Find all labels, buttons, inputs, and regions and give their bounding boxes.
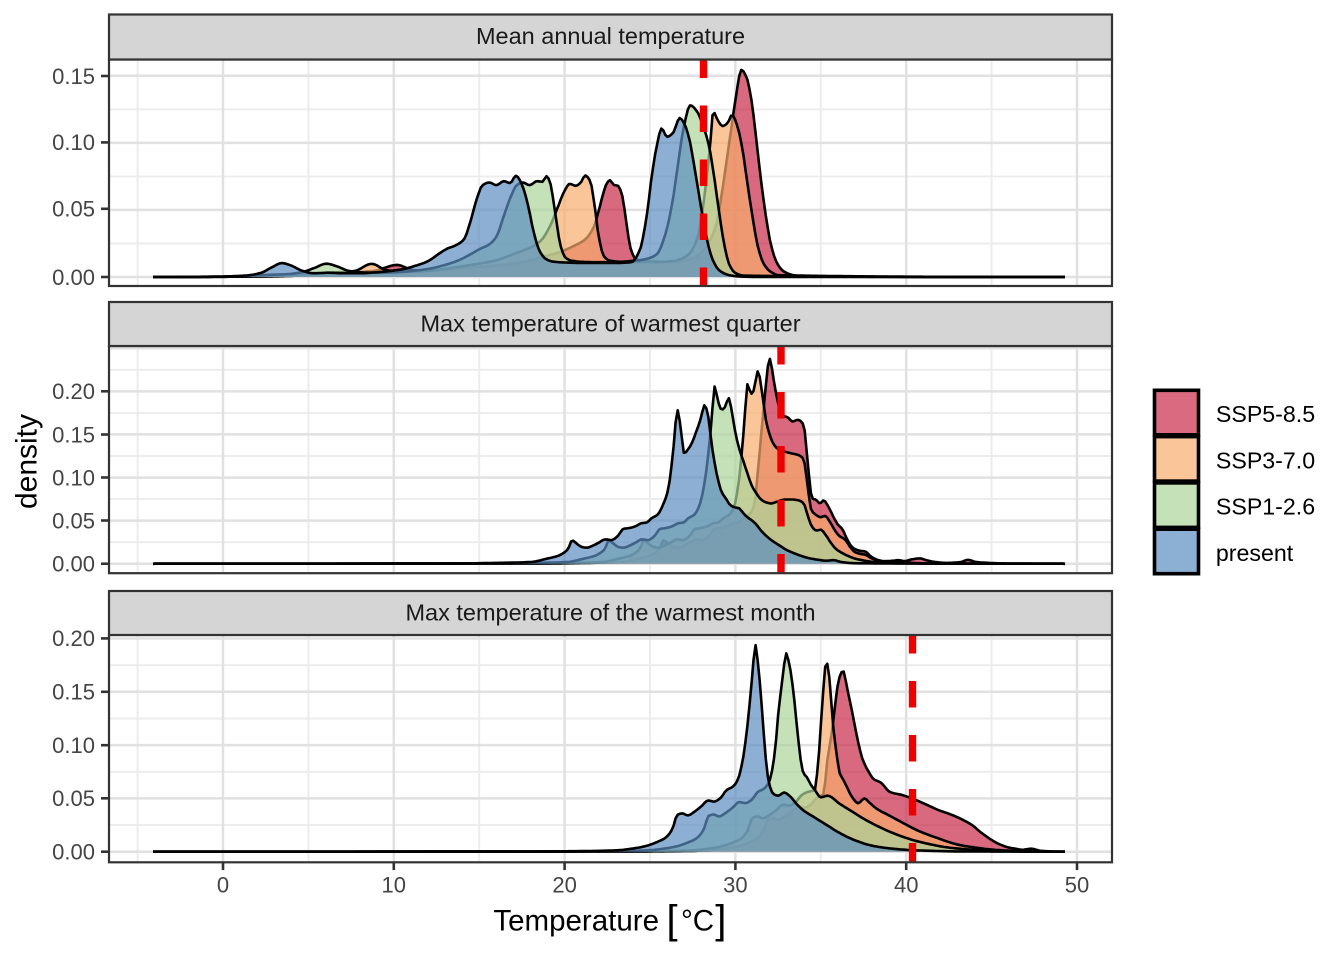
svg-text:10: 10 [382, 873, 406, 898]
svg-text:0.10: 0.10 [52, 130, 95, 155]
svg-text:0.00: 0.00 [52, 552, 95, 577]
svg-text:Max temperature of warmest qua: Max temperature of warmest quarter [420, 311, 800, 337]
svg-text:20: 20 [552, 873, 576, 898]
svg-text:0.10: 0.10 [52, 733, 95, 758]
svg-text:50: 50 [1065, 873, 1089, 898]
svg-text:]: ] [715, 898, 726, 942]
svg-text:0.20: 0.20 [52, 626, 95, 651]
svg-text:0.15: 0.15 [52, 680, 95, 705]
svg-text:Max temperature of the warmest: Max temperature of the warmest month [405, 600, 815, 626]
svg-text:40: 40 [894, 873, 918, 898]
svg-text:SSP1-2.6: SSP1-2.6 [1216, 494, 1315, 520]
svg-text:present: present [1216, 540, 1294, 566]
svg-text:°C: °C [681, 905, 714, 938]
svg-text:0.00: 0.00 [52, 840, 95, 865]
svg-text:0.05: 0.05 [52, 786, 95, 811]
svg-text:0.05: 0.05 [52, 197, 95, 222]
svg-text:density: density [11, 414, 44, 509]
svg-text:0.15: 0.15 [52, 422, 95, 447]
svg-text:0: 0 [217, 873, 229, 898]
svg-text:Mean annual temperature: Mean annual temperature [476, 23, 745, 49]
svg-text:0.10: 0.10 [52, 465, 95, 490]
svg-text:0.15: 0.15 [52, 64, 95, 89]
svg-text:30: 30 [723, 873, 747, 898]
svg-text:0.00: 0.00 [52, 265, 95, 290]
svg-text:Temperature: Temperature [493, 905, 659, 938]
svg-text:0.20: 0.20 [52, 379, 95, 404]
svg-text:SSP5-8.5: SSP5-8.5 [1216, 401, 1315, 427]
svg-text:0.05: 0.05 [52, 508, 95, 533]
svg-text:[: [ [667, 898, 678, 942]
svg-text:SSP3-7.0: SSP3-7.0 [1216, 447, 1315, 473]
